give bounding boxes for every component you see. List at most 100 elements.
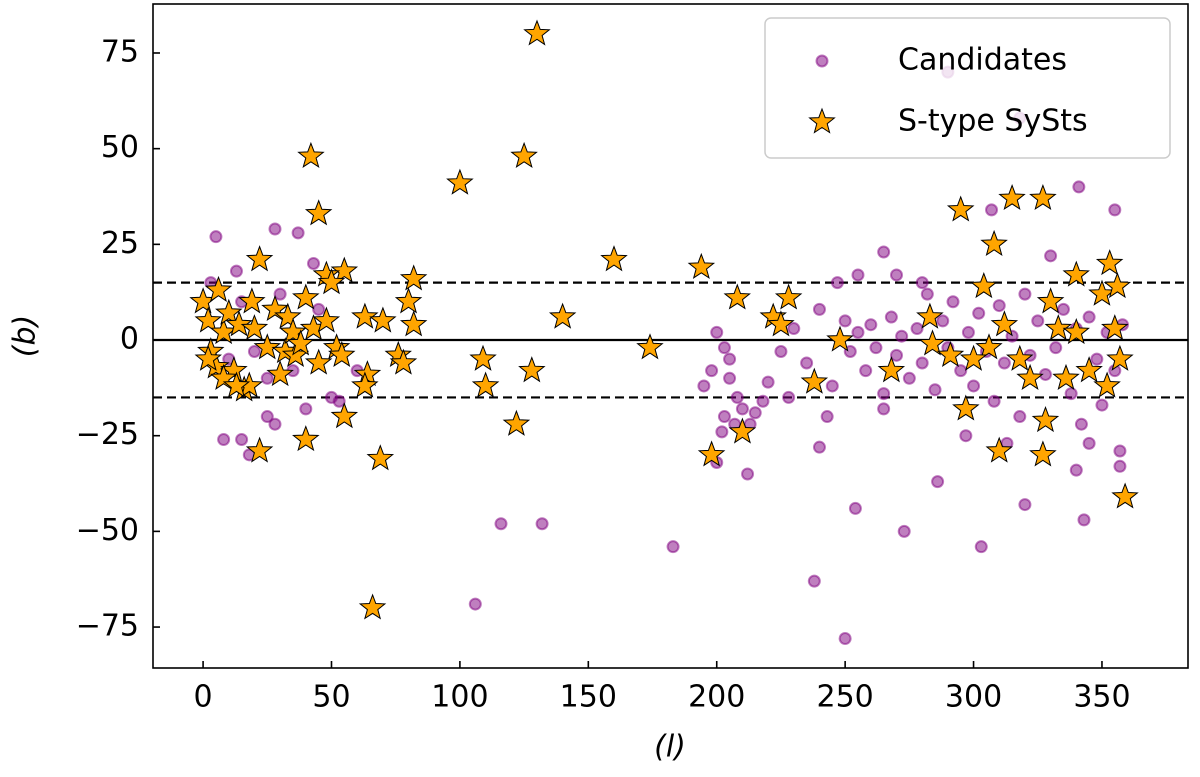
star-point [985, 436, 1013, 463]
star-point [238, 287, 266, 314]
star-point [510, 141, 538, 168]
star-point [240, 314, 269, 341]
x-tick-label: 0 [194, 680, 213, 715]
y-tick-label: 0 [120, 322, 139, 357]
star-point [215, 298, 243, 325]
star-point [304, 199, 333, 226]
star-point [292, 425, 320, 452]
scatter-point [910, 322, 924, 336]
scatter-point [705, 364, 719, 378]
star-point [469, 344, 497, 371]
legend-label: Candidates [898, 43, 1067, 78]
scatter-point [864, 318, 878, 332]
star-point [225, 310, 253, 337]
scatter-point [1049, 341, 1063, 355]
scatter-point [915, 276, 929, 290]
scatter-point [494, 517, 508, 531]
y-tick-label: −25 [76, 417, 139, 452]
scatter-point [825, 379, 839, 393]
star-point [1052, 363, 1080, 390]
legend-marker [815, 54, 829, 68]
scatter-point [260, 410, 274, 424]
star-point [998, 183, 1026, 211]
scatter-point [710, 325, 724, 339]
star-point [245, 245, 274, 272]
scatter-point [1074, 417, 1088, 431]
x-tick-label: 100 [431, 680, 488, 715]
scatter-point [268, 417, 282, 431]
y-tick-label: −50 [76, 513, 139, 548]
star-point [600, 245, 628, 272]
legend-marker [808, 107, 836, 134]
star-point [1106, 344, 1134, 371]
star-point [1029, 183, 1057, 211]
star-point [1029, 440, 1057, 467]
star-point [253, 333, 282, 360]
scatter-point [260, 371, 274, 385]
scatter-point [897, 524, 911, 538]
star-point [1044, 314, 1073, 341]
star-point [399, 264, 428, 291]
star-point [204, 275, 233, 302]
star-point [1016, 363, 1044, 390]
star-point [366, 444, 395, 471]
scatter-point [1113, 444, 1127, 458]
scatter-point [812, 302, 826, 316]
scatter-point [997, 356, 1011, 370]
star-point [399, 310, 428, 337]
scatter-point [1082, 436, 1096, 450]
star-point [266, 360, 294, 387]
star-point [394, 287, 423, 314]
scatter-point [859, 364, 873, 378]
star-point [1111, 482, 1139, 509]
star-point [1103, 271, 1132, 299]
star-point [916, 302, 944, 329]
scatter-point [787, 322, 801, 336]
star-point [369, 306, 397, 333]
star-point [975, 333, 1003, 360]
scatter-point [697, 379, 711, 393]
star-point [774, 283, 803, 310]
scatter-point [838, 314, 852, 328]
star-point [936, 340, 965, 367]
star-point [328, 340, 356, 367]
scatter-point [782, 390, 796, 404]
scatter-point [890, 348, 904, 362]
star-point [209, 363, 238, 390]
scatter-point [902, 371, 916, 385]
star-point [548, 302, 577, 329]
scatter-point [848, 501, 862, 515]
scatter-point [1090, 352, 1104, 366]
star-point [946, 195, 975, 222]
scatter-point [1069, 463, 1083, 477]
star-point [1101, 314, 1129, 341]
scatter-point [229, 264, 243, 278]
scatter-point [877, 245, 891, 259]
x-tick-label: 150 [560, 680, 617, 715]
scatter-point [1018, 287, 1032, 301]
star-point [1036, 287, 1065, 314]
star-point [330, 256, 359, 283]
scatter-point [807, 574, 821, 588]
star-point [723, 283, 751, 310]
y-tick-label: 75 [101, 34, 139, 69]
scatter-point [877, 402, 891, 416]
scatter-point [954, 364, 968, 378]
scatter-point [774, 344, 788, 358]
star-point [245, 436, 274, 463]
star-point [918, 329, 947, 356]
star-point [351, 371, 379, 398]
star-point [1062, 260, 1090, 287]
scatter-point [312, 302, 326, 316]
scatter-point [946, 295, 960, 309]
scatter-point [1056, 302, 1070, 316]
star-point [330, 402, 359, 429]
scatter-point [961, 325, 975, 339]
scatter-point [1108, 203, 1122, 217]
star-point [222, 371, 251, 398]
scatter-point [717, 410, 731, 424]
legend-label: S-type SySts [898, 104, 1088, 139]
star-point [523, 19, 551, 46]
star-point [317, 268, 346, 295]
y-axis-label: (b) [8, 315, 43, 357]
